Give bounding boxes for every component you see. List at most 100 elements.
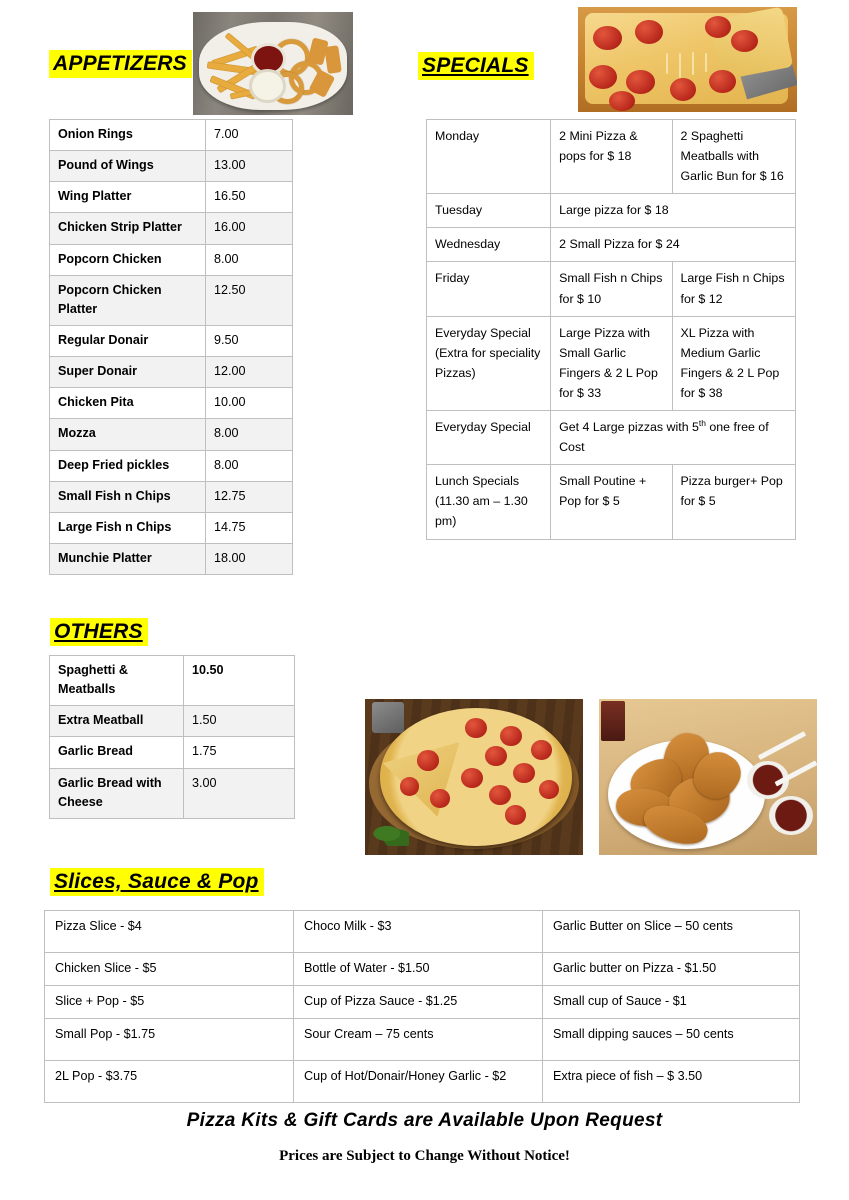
item-name: Deep Fried pickles	[49, 449, 206, 482]
table-row: Wing Platter 16.50	[49, 181, 293, 214]
table-row: Chicken Strip Platter 16.00	[49, 212, 293, 245]
others-table: Spaghetti & Meatballs 10.50 Extra Meatball…	[49, 654, 295, 819]
table-row: Everyday Special Get 4 Large pizzas with …	[425, 410, 796, 466]
item-price: 18.00	[205, 542, 293, 576]
item-name: Popcorn Chicken	[49, 243, 206, 276]
table-row: Regular Donair 9.50	[49, 324, 293, 358]
slice-item-2: Cup of Hot/Donair/Honey Garlic - $2	[293, 1059, 543, 1103]
special-day: Everyday Special	[425, 410, 552, 466]
special-day: Lunch Specials (11.30 am – 1.30 pm)	[425, 464, 552, 540]
appetizers-table: Onion Rings 7.00 Pound of Wings 13.00 Wing P…	[49, 118, 293, 576]
item-name: Pound of Wings	[49, 150, 206, 183]
special-offer-secondary: 2 Spaghetti Meatballs with Garlic Bun fo…	[671, 118, 797, 195]
table-row: Munchie Platter 18.00	[49, 542, 293, 576]
item-name: Spaghetti & Meatballs	[49, 654, 184, 707]
item-name: Wing Platter	[49, 181, 206, 214]
slice-item-2: Cup of Pizza Sauce - $1.25	[293, 984, 543, 1019]
slices-heading: Slices, Sauce & Pop	[50, 868, 264, 897]
slice-item-1: Slice + Pop - $5	[44, 984, 294, 1019]
special-offer-primary: Small Fish n Chips for $ 10	[550, 261, 673, 317]
special-offer-primary: 2 Small Pizza for $ 24	[550, 227, 796, 263]
special-day: Monday	[425, 118, 552, 195]
table-row: Spaghetti & Meatballs 10.50	[49, 654, 295, 707]
item-name: Chicken Strip Platter	[49, 212, 206, 245]
slice-item-3: Garlic butter on Pizza - $1.50	[542, 952, 800, 986]
item-price: 13.00	[205, 150, 293, 183]
item-name: Small Fish n Chips	[49, 480, 206, 513]
table-row: Garlic Bread 1.75	[49, 736, 295, 769]
table-row: Small Pop - $1.75 Sour Cream – 75 cents Sm…	[44, 1017, 800, 1061]
table-row: Popcorn Chicken 8.00	[49, 243, 293, 276]
table-row: Small Fish n Chips 12.75	[49, 480, 293, 513]
table-row: Tuesday Large pizza for $ 18	[425, 193, 796, 229]
item-name: Popcorn Chicken Platter	[49, 274, 206, 326]
item-name: Onion Rings	[49, 118, 206, 152]
special-day: Wednesday	[425, 227, 552, 263]
table-row: Garlic Bread with Cheese 3.00	[49, 767, 295, 819]
item-name: Regular Donair	[49, 324, 206, 358]
special-offer-secondary: Large Fish n Chips for $ 12	[671, 261, 797, 317]
fried-wings-photo	[599, 699, 817, 855]
item-price: 12.00	[205, 356, 293, 389]
item-price: 1.50	[183, 705, 295, 738]
item-name: Super Donair	[49, 356, 206, 389]
table-row: Mozza 8.00	[49, 418, 293, 451]
item-price: 3.00	[183, 767, 295, 819]
table-row: Friday Small Fish n Chips for $ 10 Large F…	[425, 261, 797, 317]
item-price: 1.75	[183, 736, 295, 769]
slice-item-2: Bottle of Water - $1.50	[293, 952, 543, 986]
appetizers-heading: APPETIZERS	[49, 50, 192, 79]
special-offer-primary: 2 Mini Pizza & pops for $ 18	[550, 118, 673, 195]
item-price: 7.00	[205, 118, 293, 152]
item-price: 8.00	[205, 243, 293, 276]
table-row: Chicken Slice - $5 Bottle of Water - $1.5…	[44, 952, 800, 986]
slice-item-3: Small dipping sauces – 50 cents	[542, 1017, 800, 1061]
table-row: Large Fish n Chips 14.75	[49, 511, 293, 544]
slice-item-2: Choco Milk - $3	[293, 910, 543, 953]
slice-item-1: Small Pop - $1.75	[44, 1017, 294, 1061]
table-row: 2L Pop - $3.75 Cup of Hot/Donair/Honey Ga…	[44, 1059, 800, 1103]
footer-disclaimer-line: Prices are Subject to Change Without Not…	[279, 1148, 570, 1164]
item-name: Garlic Bread with Cheese	[49, 767, 184, 819]
slice-item-1: Pizza Slice - $4	[44, 910, 294, 953]
table-row: Lunch Specials (11.30 am – 1.30 pm) Small…	[425, 464, 797, 540]
item-name: Large Fish n Chips	[49, 511, 206, 544]
table-row: Pizza Slice - $4 Choco Milk - $3 Garlic Bu…	[44, 910, 800, 953]
item-name: Chicken Pita	[49, 387, 206, 420]
appetizer-platter-photo	[193, 12, 353, 115]
slice-item-2: Sour Cream – 75 cents	[293, 1017, 543, 1061]
slice-item-1: Chicken Slice - $5	[44, 952, 294, 986]
cheese-pull-slice-photo	[578, 7, 797, 112]
special-offer-primary: Small Poutine + Pop for $ 5	[550, 464, 673, 540]
table-row: Deep Fried pickles 8.00	[49, 449, 293, 482]
table-row: Everyday Special (Extra for speciality P…	[425, 315, 797, 412]
slices-sauce-pop-table: Pizza Slice - $4 Choco Milk - $3 Garlic Bu…	[44, 910, 800, 1103]
specials-heading: SPECIALS	[418, 52, 534, 81]
item-price: 8.00	[205, 449, 293, 482]
slice-item-3: Small cup of Sauce - $1	[542, 984, 800, 1019]
pepperoni-pizza-photo	[365, 699, 583, 855]
table-row: Wednesday 2 Small Pizza for $ 24	[425, 227, 796, 263]
item-price: 16.50	[205, 181, 293, 214]
item-price: 9.50	[205, 324, 293, 358]
table-row: Chicken Pita 10.00	[49, 387, 293, 420]
item-price: 12.75	[205, 480, 293, 513]
slice-item-3: Garlic Butter on Slice – 50 cents	[542, 910, 800, 953]
item-price: 8.00	[205, 418, 293, 451]
others-heading: OTHERS	[50, 618, 148, 647]
item-price: 16.00	[205, 212, 293, 245]
item-name: Mozza	[49, 418, 206, 451]
table-row: Onion Rings 7.00	[49, 118, 293, 152]
table-row: Pound of Wings 13.00	[49, 150, 293, 183]
ordinal-suffix: th	[698, 417, 706, 428]
item-name: Garlic Bread	[49, 736, 184, 769]
specials-table: Monday 2 Mini Pizza & pops for $ 18 2 Spag…	[425, 118, 797, 540]
special-day: Friday	[425, 261, 552, 317]
item-price: 12.50	[205, 274, 293, 326]
special-day: Tuesday	[425, 193, 552, 229]
table-row: Popcorn Chicken Platter 12.50	[49, 274, 293, 326]
item-price: 14.75	[205, 511, 293, 544]
special-offer-secondary: XL Pizza with Medium Garlic Fingers & 2 …	[671, 315, 797, 412]
table-row: Extra Meatball 1.50	[49, 705, 295, 738]
item-price: 10.00	[205, 387, 293, 420]
